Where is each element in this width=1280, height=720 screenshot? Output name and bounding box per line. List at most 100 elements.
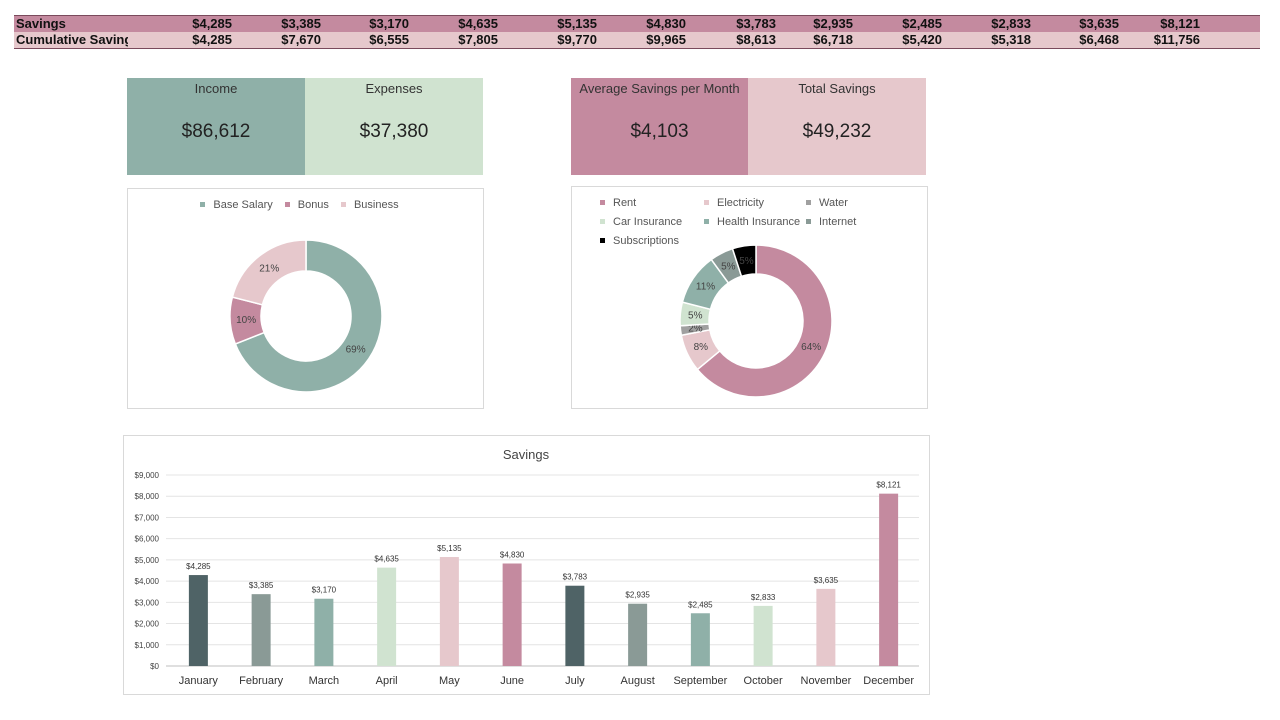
income-legend-label: Bonus	[297, 199, 329, 211]
bar-april[interactable]	[377, 567, 397, 666]
income-data-label: 10%	[236, 315, 256, 326]
x-tick-label: March	[309, 675, 340, 687]
cumulative-cell-10[interactable]: $5,318	[991, 32, 1031, 47]
expenses-slice-subscriptions[interactable]	[731, 244, 757, 278]
bar-value-label: $3,385	[249, 581, 274, 590]
legend-swatch-icon	[200, 201, 206, 207]
expenses-legend-label: Internet	[819, 216, 857, 228]
income-slice-business[interactable]	[231, 239, 307, 306]
x-tick-label: January	[179, 675, 219, 687]
bar-value-label: $3,783	[563, 573, 588, 582]
y-tick-label: $9,000	[135, 471, 160, 480]
x-tick-label: November	[801, 675, 852, 687]
expenses-legend-item: Water	[806, 197, 848, 209]
legend-swatch-icon	[284, 201, 290, 207]
bar-august[interactable]	[628, 603, 648, 666]
income-card: Income $86,612	[127, 78, 305, 175]
bar-value-label: $2,485	[688, 600, 713, 609]
bar-june[interactable]	[502, 563, 522, 666]
y-tick-label: $0	[150, 662, 159, 671]
income-legend-item: Bonus	[284, 199, 329, 211]
legend-swatch-icon	[600, 218, 605, 224]
income-data-label: 69%	[346, 345, 366, 356]
expenses-title: Expenses	[365, 81, 423, 96]
expenses-data-label: 8%	[694, 342, 709, 353]
expenses-legend-item: Internet	[806, 216, 856, 228]
expenses-data-label: 2%	[688, 324, 703, 335]
bar-chart-title: Savings	[503, 447, 550, 462]
expenses-donut-chart[interactable]: Rent Electricity Water Car Insurance Health …	[571, 186, 928, 409]
cumulative-cell-4[interactable]: $7,805	[458, 32, 498, 47]
savings-cell-3[interactable]: $3,170	[369, 16, 409, 31]
savings-bar-chart[interactable]: Savings $0 $1,000 $2,000 $3,000 $4,000 $5,000…	[123, 435, 930, 695]
savings-cell-2[interactable]: $3,385	[281, 16, 321, 31]
bar-value-label: $3,635	[814, 576, 839, 585]
bar-october[interactable]	[753, 605, 773, 666]
legend-swatch-icon	[600, 199, 605, 205]
legend-swatch-icon	[806, 199, 811, 205]
x-tick-label: February	[239, 675, 284, 687]
cumulative-cell-1[interactable]: $4,285	[192, 32, 232, 47]
x-tick-label: April	[376, 675, 398, 687]
expenses-slice-rent[interactable]	[696, 244, 833, 398]
cumulative-cell-6[interactable]: $9,965	[646, 32, 686, 47]
expenses-legend-label: Rent	[613, 197, 637, 209]
savings-cell-5[interactable]: $5,135	[557, 16, 597, 31]
average-savings-value: $4,103	[630, 121, 689, 142]
savings-cell-10[interactable]: $2,833	[991, 16, 1031, 31]
savings-cell-7[interactable]: $3,783	[736, 16, 776, 31]
bar-value-label: $8,121	[876, 481, 901, 490]
cumulative-cell-8[interactable]: $6,718	[813, 32, 853, 47]
bar-january[interactable]	[188, 575, 208, 666]
income-value: $86,612	[181, 121, 251, 142]
cumulative-cell-3[interactable]: $6,555	[369, 32, 409, 47]
income-legend: Base Salary Bonus Business	[128, 199, 483, 211]
expenses-data-label: 64%	[801, 342, 821, 353]
income-slice-base-salary[interactable]	[234, 239, 383, 393]
savings-cell-4[interactable]: $4,635	[458, 16, 498, 31]
legend-swatch-icon	[704, 199, 709, 205]
cumulative-cell-7[interactable]: $8,613	[736, 32, 776, 47]
x-tick-label: August	[621, 675, 655, 687]
x-tick-label: October	[744, 675, 783, 687]
bar-february[interactable]	[251, 594, 271, 666]
savings-cell-11[interactable]: $3,635	[1079, 16, 1119, 31]
savings-cell-12[interactable]: $8,121	[1160, 16, 1200, 31]
income-legend-label: Base Salary	[213, 199, 273, 211]
x-tick-label: September	[673, 675, 727, 687]
income-donut-svg: 69% 10% 21%	[229, 239, 383, 393]
income-legend-item: Business	[340, 199, 399, 211]
savings-cell-8[interactable]: $2,935	[813, 16, 853, 31]
expenses-donut-svg: 64%8%2%5%11%5%5%	[679, 244, 833, 398]
income-legend-label: Business	[353, 199, 399, 211]
income-title: Income	[194, 81, 238, 96]
bar-september[interactable]	[690, 613, 710, 666]
bar-value-label: $4,635	[374, 555, 399, 564]
income-legend-item: Base Salary	[200, 199, 273, 211]
expenses-data-label: 11%	[696, 282, 715, 293]
savings-cell-6[interactable]: $4,830	[646, 16, 686, 31]
total-savings-card: Total Savings $49,232	[748, 78, 926, 175]
expenses-data-label: 5%	[739, 256, 754, 267]
expenses-legend-label: Water	[819, 197, 848, 209]
bar-march[interactable]	[314, 598, 334, 666]
bar-november[interactable]	[816, 588, 836, 666]
total-savings-value: $49,232	[802, 121, 872, 142]
expenses-legend-item: Car Insurance	[600, 216, 682, 228]
cumulative-cell-2[interactable]: $7,670	[281, 32, 321, 47]
cumulative-cell-11[interactable]: $6,468	[1079, 32, 1119, 47]
legend-swatch-icon	[600, 237, 605, 243]
bar-july[interactable]	[565, 585, 585, 666]
cumulative-cell-12[interactable]: $11,756	[1153, 32, 1200, 47]
cumulative-cell-5[interactable]: $9,770	[557, 32, 597, 47]
bar-value-label: $5,135	[437, 544, 462, 553]
bar-may[interactable]	[439, 557, 459, 666]
savings-cell-1[interactable]: $4,285	[192, 16, 232, 31]
savings-row: Savings $4,285 $3,385 $3,170 $4,635 $5,135 $4…	[14, 15, 1260, 33]
bar-december[interactable]	[879, 493, 899, 666]
income-donut-chart[interactable]: Base Salary Bonus Business 69% 10% 21%	[127, 188, 484, 409]
savings-cell-9[interactable]: $2,485	[902, 16, 942, 31]
expenses-legend-label: Health Insurance	[717, 216, 801, 228]
cumulative-cell-9[interactable]: $5,420	[902, 32, 942, 47]
income-data-label: 21%	[259, 264, 279, 275]
